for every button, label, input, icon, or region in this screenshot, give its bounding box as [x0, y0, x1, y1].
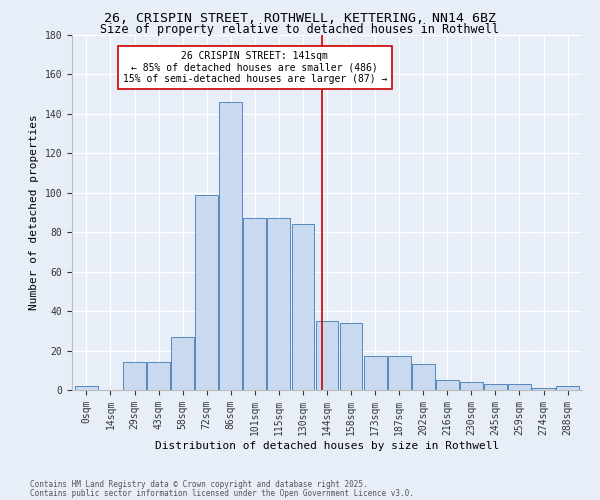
Bar — [75, 386, 98, 390]
Bar — [171, 337, 194, 390]
Bar — [147, 362, 170, 390]
Bar — [436, 380, 459, 390]
Bar — [123, 362, 146, 390]
Bar — [268, 218, 290, 390]
Bar — [484, 384, 507, 390]
Text: 26 CRISPIN STREET: 141sqm
← 85% of detached houses are smaller (486)
15% of semi: 26 CRISPIN STREET: 141sqm ← 85% of detac… — [122, 51, 387, 84]
Bar — [364, 356, 386, 390]
Bar — [388, 356, 410, 390]
Text: Contains public sector information licensed under the Open Government Licence v3: Contains public sector information licen… — [30, 489, 414, 498]
Bar — [460, 382, 483, 390]
Bar — [508, 384, 531, 390]
Bar — [340, 323, 362, 390]
Text: 26, CRISPIN STREET, ROTHWELL, KETTERING, NN14 6BZ: 26, CRISPIN STREET, ROTHWELL, KETTERING,… — [104, 12, 496, 26]
Bar — [195, 194, 218, 390]
Bar — [316, 321, 338, 390]
Y-axis label: Number of detached properties: Number of detached properties — [29, 114, 39, 310]
Bar — [532, 388, 555, 390]
Text: Size of property relative to detached houses in Rothwell: Size of property relative to detached ho… — [101, 22, 499, 36]
Text: Contains HM Land Registry data © Crown copyright and database right 2025.: Contains HM Land Registry data © Crown c… — [30, 480, 368, 489]
Bar — [412, 364, 434, 390]
Bar — [292, 224, 314, 390]
Bar — [244, 218, 266, 390]
Bar — [220, 102, 242, 390]
X-axis label: Distribution of detached houses by size in Rothwell: Distribution of detached houses by size … — [155, 440, 499, 450]
Bar — [556, 386, 579, 390]
